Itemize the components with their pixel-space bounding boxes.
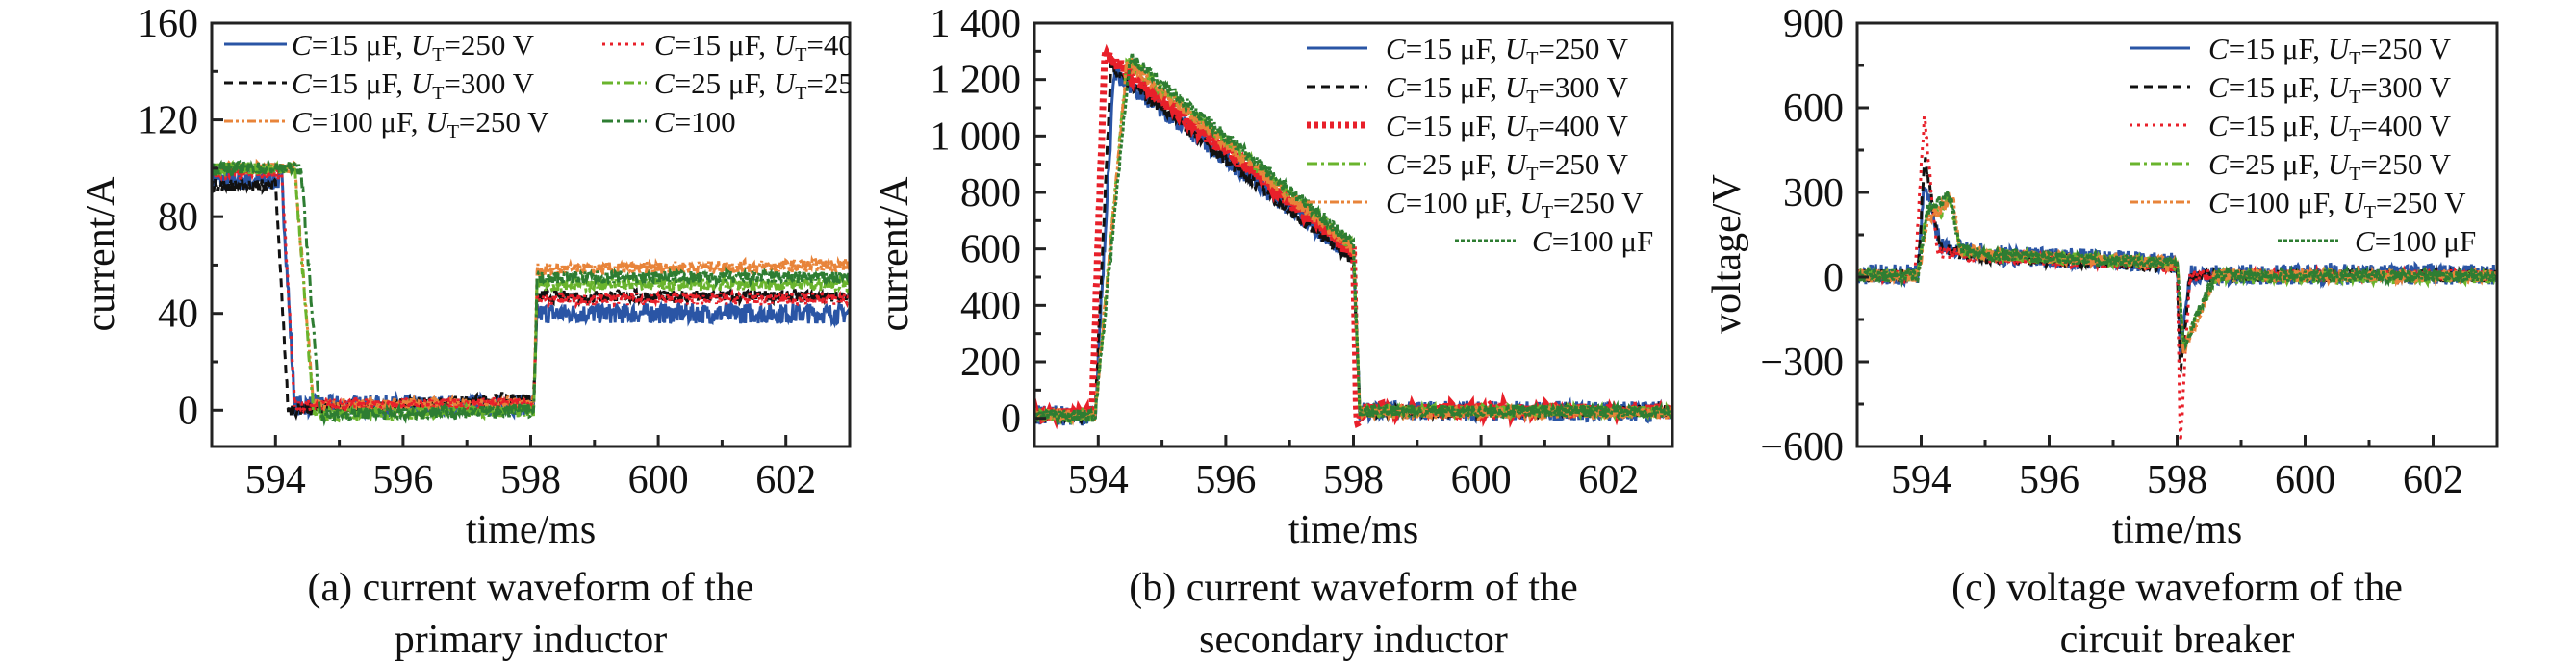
legend-label: C=15 μF, UT=250 V (2208, 32, 2452, 69)
y-axis-label: voltage/V (1705, 174, 1749, 334)
x-tick-label: 596 (1195, 458, 1256, 502)
legend-label: C=100 μF, UT=250 V (2208, 186, 2466, 223)
legend-label: C=25 μF, UT=250 V (2208, 147, 2452, 185)
legend: C=15 μF, UT=250 VC=15 μF, UT=300 VC=15 μ… (1307, 32, 1653, 258)
series-group (1034, 43, 1672, 430)
legend-label: C=15 μF, UT=250 V (292, 28, 535, 65)
x-tick-label: 598 (1323, 458, 1384, 502)
y-tick-label: 0 (178, 389, 198, 433)
y-tick-label: 600 (1783, 87, 1844, 131)
x-tick-label: 602 (1578, 458, 1639, 502)
x-tick-label: 600 (2275, 458, 2335, 502)
legend-label: C=15 μF, UT=250 V (1386, 32, 1629, 69)
x-tick-label: 602 (755, 458, 816, 502)
y-tick-label: 160 (138, 2, 198, 46)
y-tick-label: 40 (158, 293, 198, 337)
legend-label: C=100 (654, 105, 736, 139)
chart-c: 594 596 598 600 602 −600 −300 0 300 600 900 time/ms… (1705, 2, 2499, 662)
subfigure-caption: (b) current waveform of the (1129, 566, 1577, 610)
x-tick-label: 602 (2403, 458, 2463, 502)
chart-a: 594 596 598 600 602 0 40 80 120 160 time/ms current… (79, 2, 854, 662)
x-tick-label: 596 (2019, 458, 2079, 502)
legend-label: C=15 μF, UT=400 V (1386, 109, 1629, 146)
x-axis-label: time/ms (2112, 508, 2242, 552)
y-tick-label: 0 (1824, 256, 1844, 300)
series-line (212, 156, 850, 423)
legend-label: C=100 μF, UT=250 V (292, 105, 549, 142)
legend-label: C=15 μF, UT=40 (654, 28, 854, 65)
series-group (1857, 115, 2497, 442)
y-tick-label: 1 400 (931, 2, 1022, 46)
series-line (1034, 52, 1672, 426)
y-axis-label: current/A (79, 176, 123, 332)
x-tick-label: 598 (500, 458, 561, 502)
chart-b: 594 596 598 600 602 0 200 400 600 800 1 000 1 200 1 … (873, 2, 1674, 662)
x-tick-label: 600 (628, 458, 689, 502)
subfigure-caption: circuit breaker (2060, 618, 2295, 662)
y-tick-label: 200 (960, 341, 1021, 385)
x-tick-label: 600 (1451, 458, 1512, 502)
x-tick-label: 594 (245, 458, 306, 502)
x-axis-label: time/ms (1288, 508, 1418, 552)
y-tick-label: 800 (960, 171, 1021, 216)
subfigure-caption: secondary inductor (1199, 618, 1508, 662)
y-tick-label: 1 000 (931, 115, 1022, 159)
y-tick-label: 300 (1783, 171, 1844, 216)
y-tick-label: −600 (1760, 425, 1844, 470)
legend-label: C=15 μF, UT=400 V (2208, 109, 2452, 146)
x-tick-label: 598 (2147, 458, 2207, 502)
legend-label: C=100 μF, UT=250 V (1386, 186, 1644, 223)
series-line (212, 158, 850, 427)
legend: C=15 μF, UT=250 VC=15 μF, UT=300 VC=15 μ… (2130, 32, 2476, 258)
legend-label: C=100 μF (1532, 224, 1653, 258)
y-tick-label: 900 (1783, 2, 1844, 46)
y-tick-label: 400 (960, 284, 1021, 328)
series-line (1857, 191, 2497, 351)
series-group (212, 156, 850, 427)
y-tick-label: 1 200 (931, 59, 1022, 103)
x-axis-label: time/ms (466, 508, 596, 552)
x-tick-label: 596 (372, 458, 433, 502)
series-line (212, 162, 850, 416)
legend-label: C=100 μF (2355, 224, 2476, 258)
x-tick-label: 594 (1891, 458, 1951, 502)
legend-label: C=15 μF, UT=300 V (2208, 70, 2452, 108)
subfigure-caption: (a) current waveform of the (307, 566, 753, 610)
legend-label: C=15 μF, UT=300 V (1386, 70, 1629, 108)
legend-label: C=25 μF, UT=25 (654, 66, 854, 104)
legend-label: C=15 μF, UT=300 V (292, 66, 535, 104)
y-tick-label: −300 (1760, 341, 1844, 385)
x-tick-label: 594 (1068, 458, 1129, 502)
legend-label: C=25 μF, UT=250 V (1386, 147, 1629, 185)
y-tick-label: 0 (1001, 397, 1021, 442)
legend: C=15 μF, UT=250 VC=15 μF, UT=300 VC=100 … (224, 28, 854, 142)
y-tick-label: 120 (138, 99, 198, 143)
subfigure-caption: primary inductor (395, 618, 667, 662)
y-tick-label: 80 (158, 195, 198, 240)
y-axis-label: current/A (873, 176, 917, 332)
subfigure-caption: (c) voltage waveform of the (1951, 566, 2403, 610)
y-tick-label: 600 (960, 228, 1021, 272)
